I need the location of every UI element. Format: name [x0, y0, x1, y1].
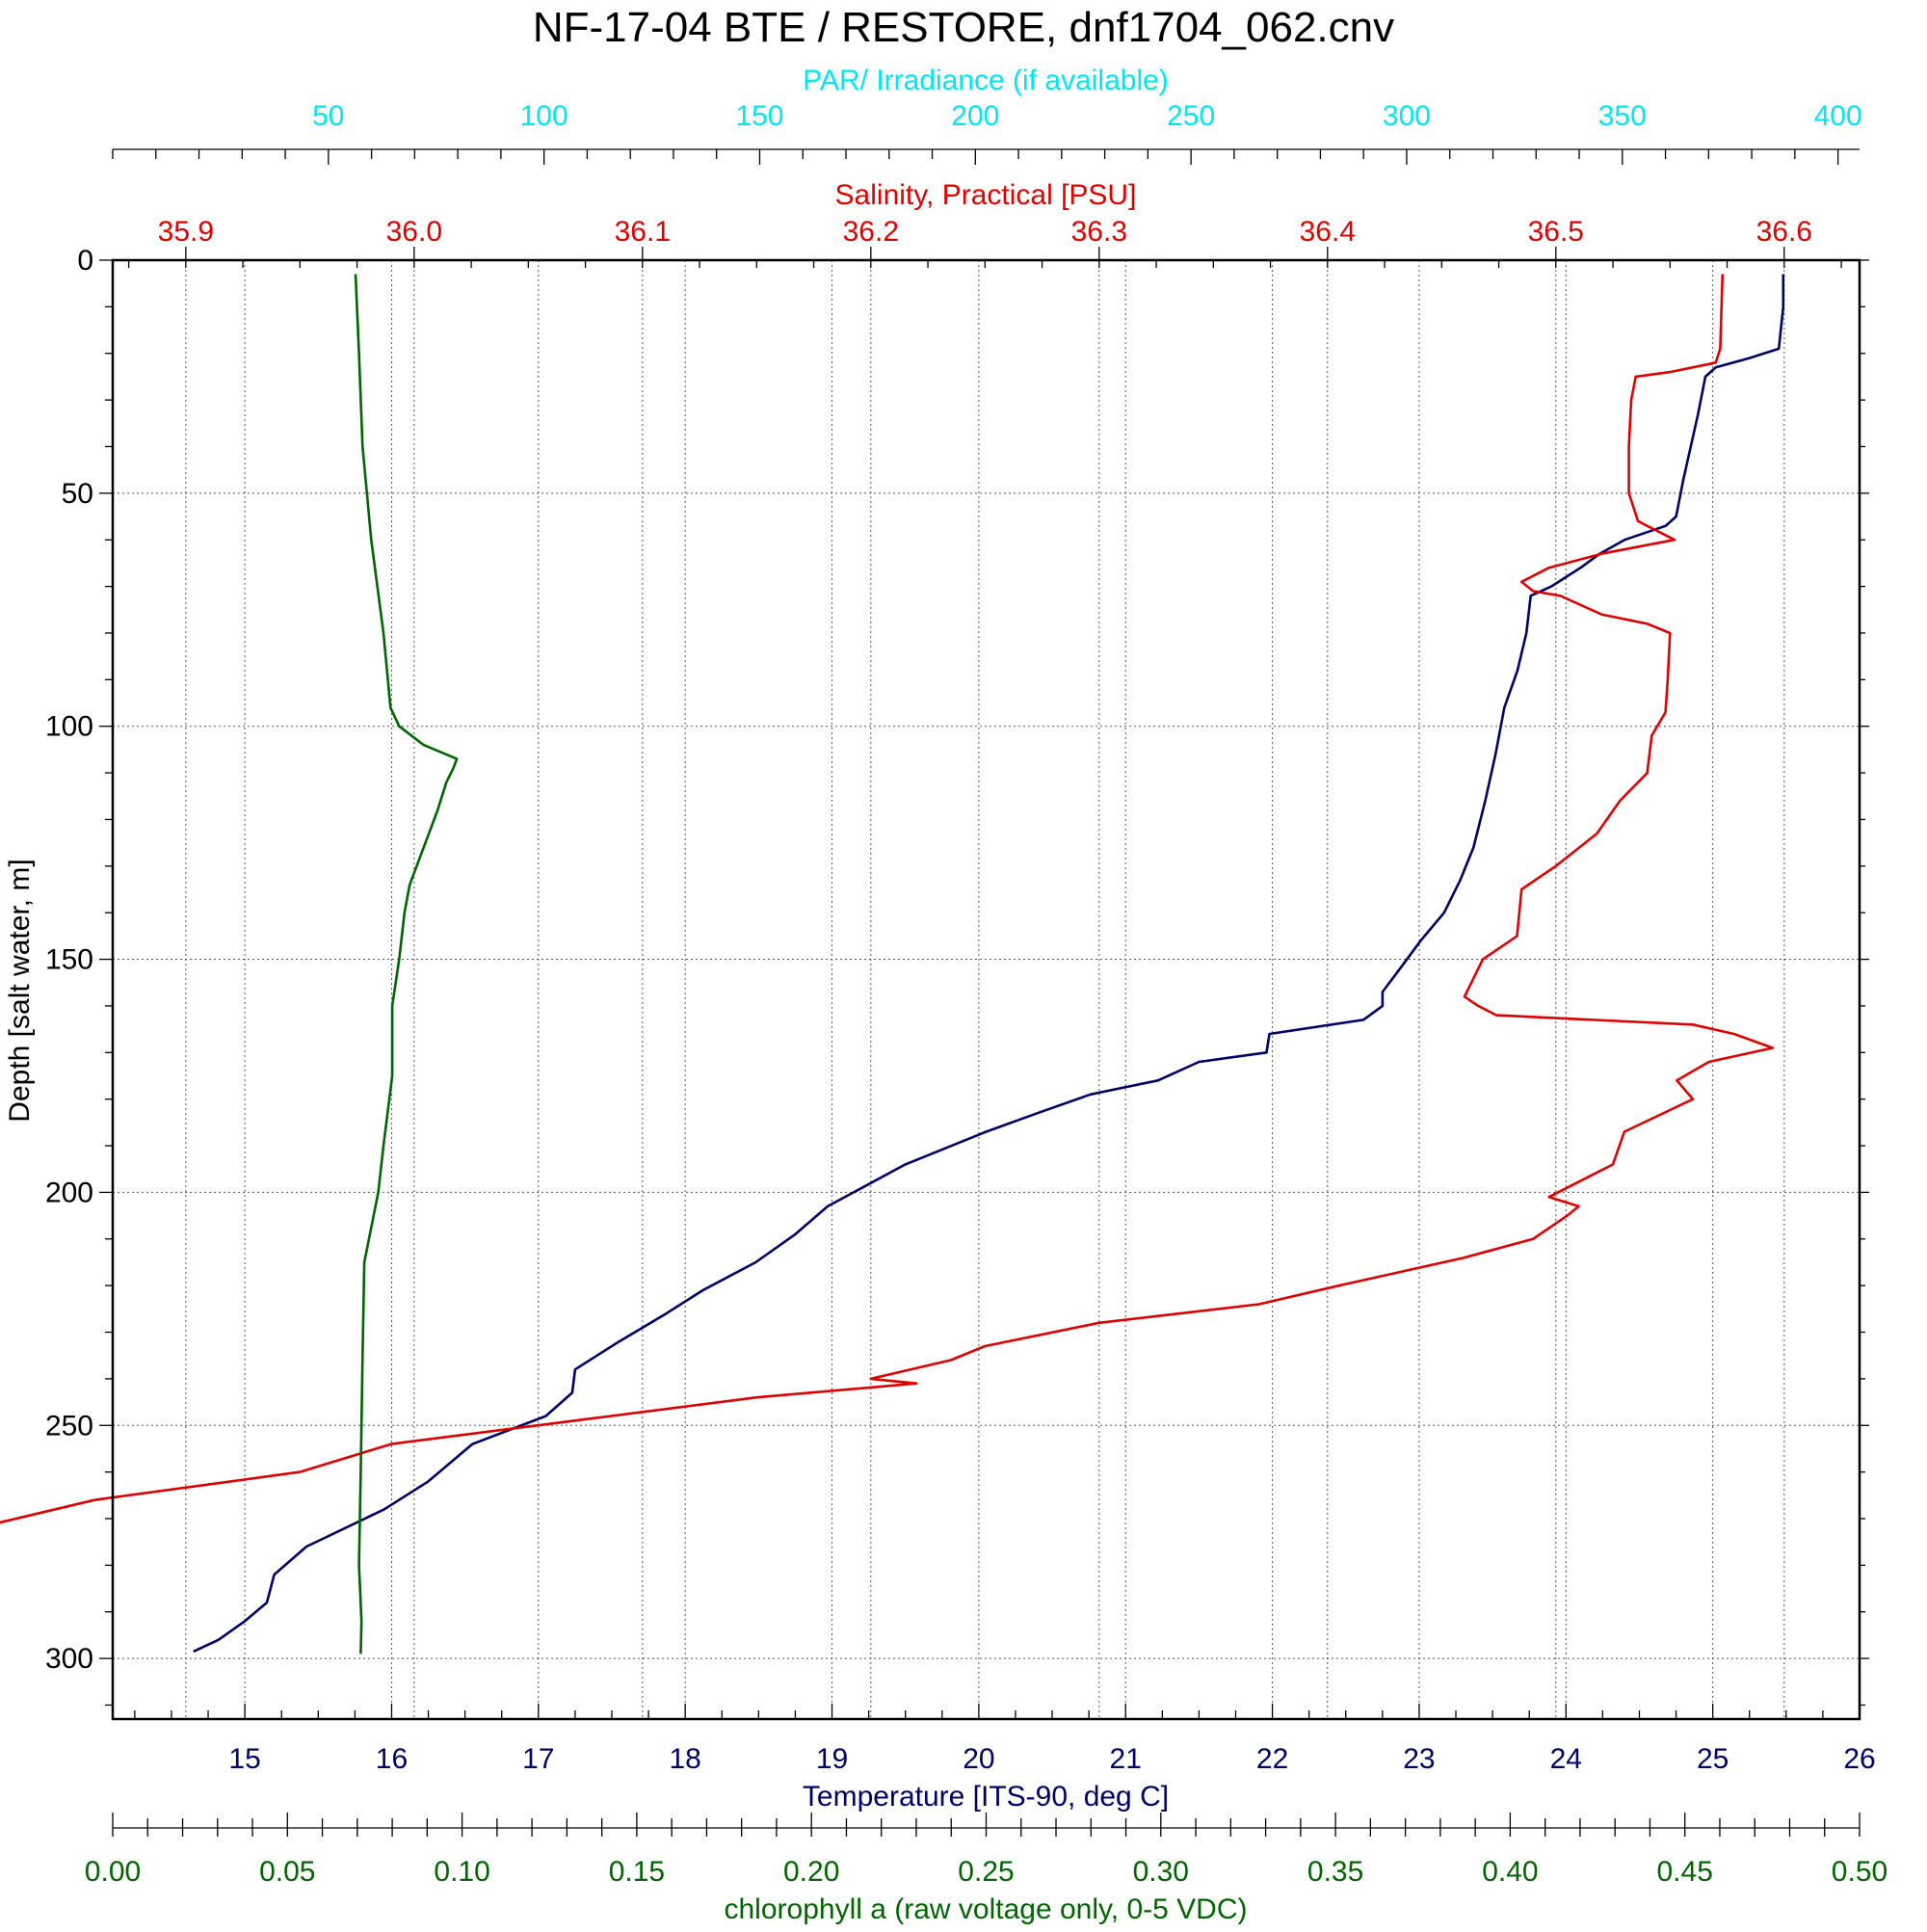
par-axis-label: PAR/ Irradiance (if available)	[803, 65, 1169, 96]
chlorophyll-tick-label: 0.25	[958, 1856, 1014, 1888]
salinity-tick-label: 36.2	[843, 216, 899, 248]
temperature-tick-label: 17	[522, 1743, 554, 1775]
temperature-tick-label: 18	[669, 1743, 700, 1775]
data-series	[0, 274, 1785, 1654]
temperature-tick-label: 23	[1403, 1743, 1435, 1775]
par-tick-label: 300	[1383, 100, 1431, 132]
chlorophyll-tick-label: 0.45	[1657, 1856, 1713, 1888]
depth-tick-label: 200	[45, 1177, 93, 1208]
chlorophyll-tick-label: 0.20	[783, 1856, 839, 1888]
chlorophyll-tick-label: 0.30	[1133, 1856, 1189, 1888]
salinity-profile-line	[0, 274, 1775, 1524]
salinity-axis-label: Salinity, Practical [PSU]	[835, 179, 1137, 211]
depth-tick-label: 0	[77, 245, 93, 277]
par-tick-label: 50	[312, 100, 344, 132]
depth-tick-label: 150	[45, 944, 93, 976]
temperature-tick-label: 21	[1110, 1743, 1142, 1775]
chlorophyll-tick-label: 0.10	[434, 1856, 489, 1888]
temperature-tick-label: 15	[228, 1743, 260, 1775]
temperature-tick-label: 25	[1697, 1743, 1729, 1775]
par-tick-label: 100	[520, 100, 568, 132]
temperature-tick-label: 16	[376, 1743, 408, 1775]
chlorophyll-tick-label: 0.40	[1482, 1856, 1538, 1888]
depth-tick-label: 250	[45, 1410, 93, 1442]
grid	[113, 260, 1860, 1719]
depth-tick-label: 50	[62, 478, 93, 510]
chlorophyll-tick-label: 0.00	[85, 1856, 141, 1888]
chlorophyll-tick-label: 0.35	[1307, 1856, 1363, 1888]
par-tick-label: 250	[1167, 100, 1215, 132]
plot-frame	[111, 258, 1861, 1721]
temperature-tick-label: 24	[1550, 1743, 1582, 1775]
par-tick-label: 200	[951, 100, 999, 132]
salinity-tick-label: 35.9	[158, 216, 214, 248]
temperature-tick-label: 20	[963, 1743, 994, 1775]
axes: 0 50 100 150 200 250 300 50 100 150 200 250 300 350 40…	[45, 100, 1887, 1888]
salinity-tick-label: 36.3	[1071, 216, 1127, 248]
chlorophyll-axis-label: chlorophyll a (raw voltage only, 0-5 VDC…	[724, 1893, 1247, 1925]
temperature-tick-label: 22	[1256, 1743, 1288, 1775]
salinity-tick-label: 36.0	[386, 216, 442, 248]
chlorophyll-tick-label: 0.15	[609, 1856, 665, 1888]
chlorophyll-tick-label: 0.50	[1832, 1856, 1887, 1888]
chart-title: NF-17-04 BTE / RESTORE, dnf1704_062.cnv	[533, 4, 1394, 51]
chlorophyll-profile-line	[354, 274, 459, 1654]
par-tick-label: 150	[735, 100, 783, 132]
par-tick-label: 350	[1598, 100, 1647, 132]
salinity-tick-label: 36.4	[1300, 216, 1356, 248]
temperature-tick-label: 19	[816, 1743, 848, 1775]
temperature-tick-label: 26	[1843, 1743, 1875, 1775]
chlorophyll-tick-label: 0.05	[259, 1856, 315, 1888]
depth-axis-label: Depth [salt water, m]	[4, 859, 36, 1122]
depth-tick-label: 300	[45, 1643, 93, 1675]
temperature-axis-label: Temperature [ITS-90, deg C]	[803, 1781, 1169, 1813]
par-tick-label: 400	[1814, 100, 1862, 132]
salinity-tick-label: 36.1	[615, 216, 671, 248]
salinity-tick-label: 36.5	[1528, 216, 1584, 248]
depth-tick-label: 100	[45, 711, 93, 743]
temperature-profile-line	[193, 274, 1785, 1654]
salinity-tick-label: 36.6	[1756, 216, 1812, 248]
